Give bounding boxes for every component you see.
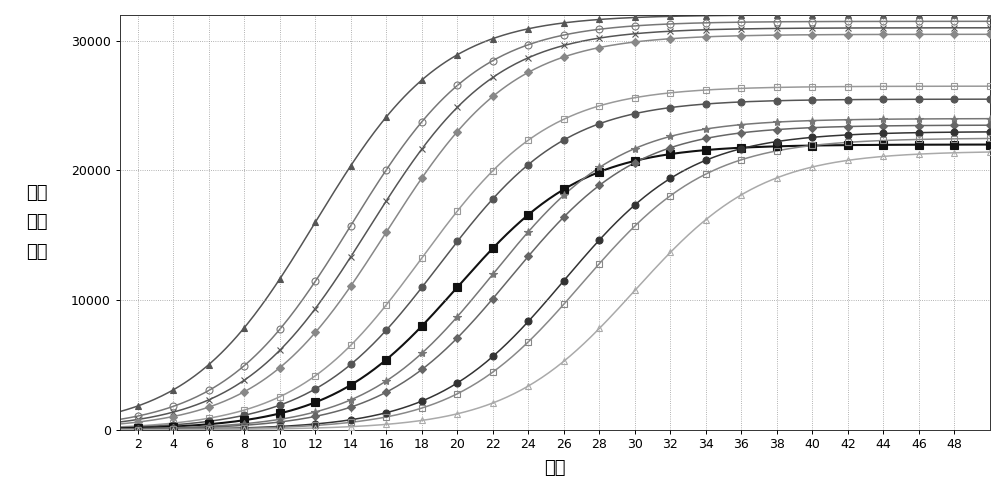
X-axis label: 循环: 循环 xyxy=(544,459,566,477)
Y-axis label: 相对
荧光
强度: 相对 荧光 强度 xyxy=(26,184,47,260)
